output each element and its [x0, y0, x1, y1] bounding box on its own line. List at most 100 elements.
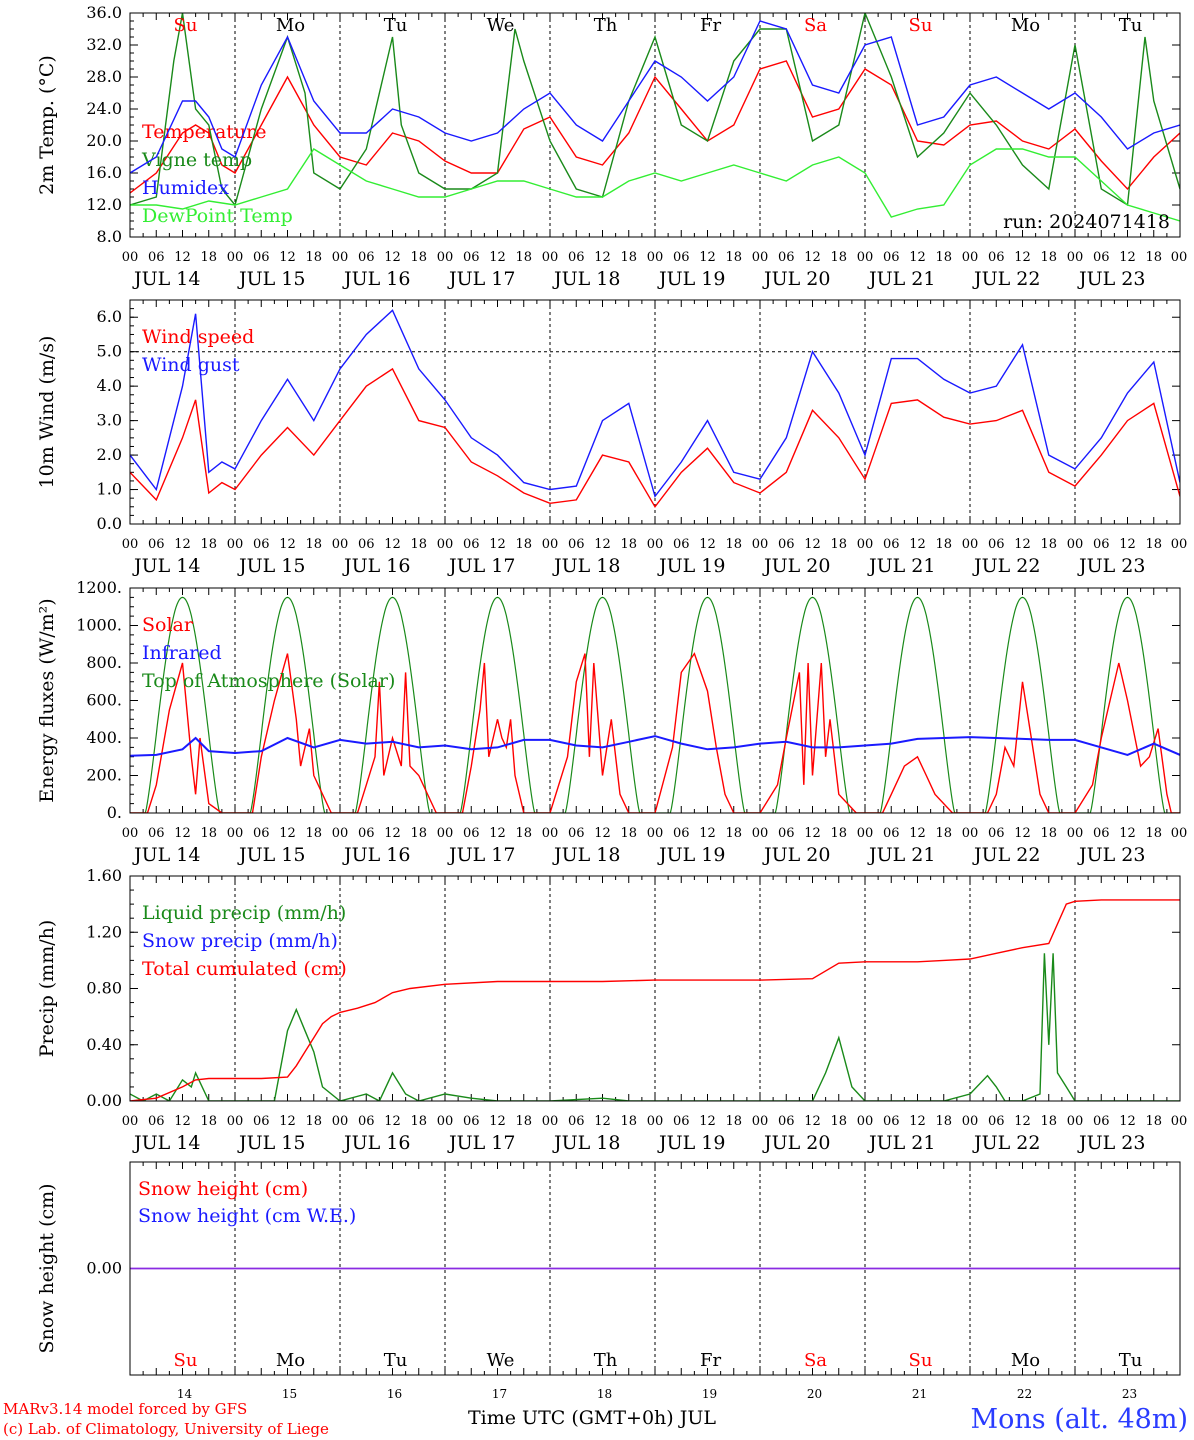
- day-name: Tu: [384, 15, 408, 36]
- hour-label: 00: [542, 537, 559, 552]
- hour-label: 12: [489, 826, 506, 841]
- hour-label: 12: [804, 1114, 821, 1129]
- day-name: Mo: [276, 1350, 305, 1371]
- hour-label: 12: [279, 537, 296, 552]
- hour-label: 12: [174, 537, 191, 552]
- date-label: JUL 18: [552, 844, 620, 866]
- date-label: JUL 23: [1077, 555, 1145, 577]
- hour-label: 00: [1171, 1114, 1188, 1129]
- hour-label: 18: [410, 1114, 427, 1129]
- hour-label: 00: [227, 537, 244, 552]
- y-tick-label: 12.0: [86, 195, 122, 214]
- hour-label: 06: [148, 537, 165, 552]
- x-axis-title: Time UTC (GMT+0h) JUL: [468, 1407, 716, 1429]
- hour-label: 18: [1145, 537, 1162, 552]
- panels: 8.0 12.0 16.0 20.0 24.0 28.0 32.0 36.0 2m Temp. …: [36, 3, 1187, 1401]
- plot-frame: [129, 587, 1181, 814]
- y-axis-label: Precip (mm/h): [36, 920, 58, 1058]
- hour-label: 06: [253, 537, 270, 552]
- hour-label: 00: [332, 537, 349, 552]
- hour-label: 06: [253, 250, 270, 265]
- hour-label: 00: [437, 250, 454, 265]
- day-name: Tu: [1119, 15, 1143, 36]
- plot-frame: [129, 875, 1181, 1102]
- day-number: 14: [177, 1387, 193, 1401]
- legend-entry: Vigne temp: [141, 149, 252, 171]
- date-label: JUL 21: [867, 844, 935, 866]
- hour-label: 00: [647, 826, 664, 841]
- hour-label: 18: [200, 537, 217, 552]
- y-tick-label: 36.0: [86, 3, 122, 22]
- plot-frame: [129, 12, 1181, 238]
- y-tick-label: 5.0: [97, 342, 122, 361]
- y-axis-label: 10m Wind (m/s): [36, 336, 58, 489]
- day-number: 20: [807, 1387, 822, 1401]
- day-name: Sa: [804, 1350, 827, 1371]
- hour-label: 06: [988, 1114, 1005, 1129]
- day-number: 18: [597, 1387, 612, 1401]
- hour-label: 18: [935, 537, 952, 552]
- hour-label: 18: [935, 1114, 952, 1129]
- date-label: JUL 22: [972, 1132, 1040, 1154]
- lab-credit: (c) Lab. of Climatology, University of L…: [3, 1420, 329, 1438]
- legend-entry: Temperature: [142, 121, 266, 143]
- hour-label: 00: [227, 826, 244, 841]
- temperature-panel: 8.0 12.0 16.0 20.0 24.0 28.0 32.0 36.0 2m Temp. …: [36, 3, 1187, 290]
- hour-label: 18: [1040, 826, 1057, 841]
- y-axis-label: Energy fluxes (W/m²): [36, 598, 58, 802]
- hour-label: 18: [830, 250, 847, 265]
- date-label: JUL 18: [552, 555, 620, 577]
- footer: MARv3.14 model forced by GFS (c) Lab. of…: [3, 1400, 1188, 1438]
- date-label: JUL 22: [972, 555, 1040, 577]
- hour-label: 12: [804, 250, 821, 265]
- run-label: run: 2024071418: [1003, 211, 1170, 233]
- day-name: Th: [594, 15, 618, 36]
- hour-label: 18: [725, 826, 742, 841]
- date-label: JUL 18: [552, 268, 620, 290]
- day-name: Su: [174, 1350, 198, 1371]
- hour-label: 12: [489, 1114, 506, 1129]
- day-name: Mo: [276, 15, 305, 36]
- y-tick-label: 0.: [107, 803, 122, 822]
- hour-label: 18: [515, 826, 532, 841]
- hour-label: 12: [699, 537, 716, 552]
- hour-label: 06: [1093, 250, 1110, 265]
- day-name: Tu: [1119, 1350, 1143, 1371]
- day-number: 23: [1122, 1387, 1137, 1401]
- date-label: JUL 20: [762, 555, 830, 577]
- date-label: JUL 19: [657, 1132, 725, 1154]
- hour-label: 18: [1145, 826, 1162, 841]
- hour-label: 18: [1040, 537, 1057, 552]
- date-label: JUL 15: [237, 1132, 305, 1154]
- hour-label: 12: [174, 250, 191, 265]
- series-total-cumulated-cm: [130, 899, 1180, 1101]
- hour-label: 00: [857, 250, 874, 265]
- date-label: JUL 16: [342, 844, 410, 866]
- y-tick-label: 24.0: [86, 99, 122, 118]
- model-credit: MARv3.14 model forced by GFS: [3, 1400, 247, 1418]
- y-tick-label: 400.: [86, 728, 122, 747]
- hour-label: 00: [437, 826, 454, 841]
- hour-label: 12: [594, 1114, 611, 1129]
- series-solar: [130, 652, 1180, 813]
- series-wind-gust: [130, 309, 1180, 498]
- day-number: 17: [492, 1387, 507, 1401]
- plot-frame: [129, 299, 1181, 525]
- y-tick-label: 0.00: [86, 1091, 122, 1110]
- hour-label: 12: [594, 537, 611, 552]
- hour-label: 06: [568, 250, 585, 265]
- hour-label: 06: [673, 250, 690, 265]
- hour-label: 06: [673, 826, 690, 841]
- hour-label: 00: [227, 1114, 244, 1129]
- day-name: Mo: [1011, 15, 1040, 36]
- legend-entry: Snow height (cm): [138, 1178, 308, 1200]
- date-label: JUL 21: [867, 1132, 935, 1154]
- legend-entry: DewPoint Temp: [142, 205, 293, 227]
- y-tick-label: 32.0: [86, 35, 122, 54]
- day-number: 22: [1017, 1387, 1032, 1401]
- date-label: JUL 23: [1077, 1132, 1145, 1154]
- y-tick-label: 1.60: [86, 866, 122, 885]
- hour-label: 00: [542, 250, 559, 265]
- hour-label: 18: [410, 537, 427, 552]
- hour-label: 12: [174, 826, 191, 841]
